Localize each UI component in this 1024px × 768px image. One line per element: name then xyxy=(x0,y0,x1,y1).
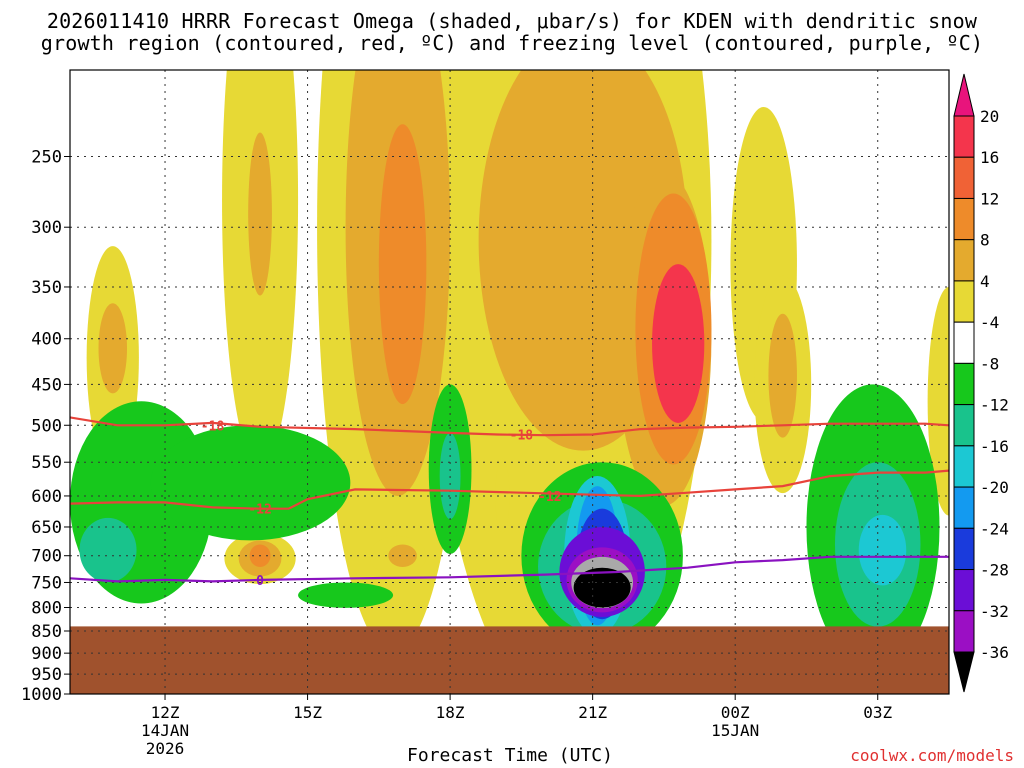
x-tick-label-15Z: 15Z xyxy=(293,703,322,722)
x-tick-label-00Z: 00Z xyxy=(721,703,750,722)
omega-shading xyxy=(70,70,949,694)
omega-region-4 xyxy=(927,287,949,516)
x-tick-sublabel: 14JAN xyxy=(141,721,189,740)
contour-label--12: -12 xyxy=(248,503,271,518)
colorbar-box xyxy=(953,197,975,241)
colorbar-label--16: -16 xyxy=(980,437,1009,456)
x-tick-label-18Z: 18Z xyxy=(436,703,465,722)
colorbar-box xyxy=(953,239,975,282)
omega-region-8 xyxy=(388,544,417,567)
y-tick-label-550: 550 xyxy=(31,453,62,473)
y-tick-label-400: 400 xyxy=(31,330,62,350)
omega-region-8 xyxy=(768,313,797,438)
x-tick-sublabel: 15JAN xyxy=(711,721,759,740)
y-tick-label-300: 300 xyxy=(31,218,62,238)
colorbar-box xyxy=(953,156,975,199)
contour--18 xyxy=(70,416,949,437)
y-tick-label-800: 800 xyxy=(31,598,62,618)
y-tick-label-600: 600 xyxy=(31,487,62,507)
colorbar-bottom-triangle xyxy=(953,651,975,693)
ground-fill xyxy=(70,626,949,694)
x-tick-label-21Z: 21Z xyxy=(578,703,607,722)
colorbar-label--24: -24 xyxy=(980,519,1009,538)
gridlines xyxy=(70,70,949,694)
y-tick-label-750: 750 xyxy=(31,573,62,593)
chart-title-line2: growth region (contoured, red, ºC) and f… xyxy=(40,31,984,55)
colorbar-label--28: -28 xyxy=(980,561,1009,580)
colorbar-box xyxy=(953,445,975,488)
colorbar-label-16: 16 xyxy=(980,148,999,167)
y-axis: 2503003504004505005506006507007508008509… xyxy=(21,148,70,705)
colorbar-box xyxy=(953,610,975,653)
omega-region--4 xyxy=(298,582,394,608)
y-tick-label-850: 850 xyxy=(31,622,62,642)
credit-text: coolwx.com/models xyxy=(850,746,1014,765)
omega-region--4 xyxy=(150,425,351,541)
omega-region-4 xyxy=(495,458,510,534)
y-tick-label-450: 450 xyxy=(31,375,62,395)
colorbar-box xyxy=(953,486,975,529)
y-tick-label-950: 950 xyxy=(31,665,62,685)
contour-0 xyxy=(70,555,949,583)
colorbar-label--8: -8 xyxy=(980,354,999,373)
contour-label--18: -18 xyxy=(201,419,225,434)
colorbar-box xyxy=(953,362,975,406)
colorbar-label--36: -36 xyxy=(980,643,1009,662)
plot-frame xyxy=(69,69,950,695)
y-tick-label-1000: 1000 xyxy=(21,685,62,705)
colorbar-label-8: 8 xyxy=(980,231,990,250)
x-tick-label-12Z: 12Z xyxy=(151,703,180,722)
y-tick-label-900: 900 xyxy=(31,644,62,664)
contour-label--12: -12 xyxy=(538,490,561,505)
colorbar-box xyxy=(953,569,975,612)
omega-region--8 xyxy=(79,517,137,583)
colorbar-box xyxy=(953,280,975,323)
y-tick-label-500: 500 xyxy=(31,416,62,436)
ground-layer xyxy=(70,626,949,694)
contour-layer: -18 -18 -12 -12 0 xyxy=(70,416,949,589)
colorbar-label-12: 12 xyxy=(980,189,999,208)
colorbar-box xyxy=(953,527,975,571)
contour-label--18: -18 xyxy=(510,428,534,443)
colorbar-label--12: -12 xyxy=(980,396,1009,415)
contour--12 xyxy=(70,469,949,510)
y-tick-label-650: 650 xyxy=(31,518,62,538)
y-tick-label-350: 350 xyxy=(31,278,62,298)
omega-region-8 xyxy=(248,132,272,296)
colorbar-box xyxy=(953,321,975,364)
omega-region-8 xyxy=(98,303,128,394)
colorbar-label--32: -32 xyxy=(980,602,1009,621)
y-tick-label-700: 700 xyxy=(31,547,62,567)
colorbar-top-triangle xyxy=(953,73,975,117)
x-tick-sublabel: 2026 xyxy=(146,739,185,758)
omega-region--36 xyxy=(573,567,631,608)
omega-region--12 xyxy=(858,514,907,586)
x-axis-title: Forecast Time (UTC) xyxy=(407,745,613,766)
colorbar: 20 16 12 8 4 -4 -8 -12 -16 -20 -24 -28 -32 -36 xyxy=(953,73,1009,693)
colorbar-box xyxy=(953,115,975,158)
colorbar-label-20: 20 xyxy=(980,107,999,126)
omega-region-16 xyxy=(652,264,705,423)
chart-title-line1: 2026011410 HRRR Forecast Omega (shaded, … xyxy=(46,9,978,33)
colorbar-box xyxy=(953,404,975,447)
colorbar-label--20: -20 xyxy=(980,478,1009,497)
colorbar-label--4: -4 xyxy=(980,313,999,332)
x-tick-label-03Z: 03Z xyxy=(863,703,892,722)
contour-label-0: 0 xyxy=(256,574,264,589)
omega-region-12 xyxy=(378,124,427,405)
colorbar-label-4: 4 xyxy=(980,272,990,291)
y-tick-label-250: 250 xyxy=(31,148,62,168)
